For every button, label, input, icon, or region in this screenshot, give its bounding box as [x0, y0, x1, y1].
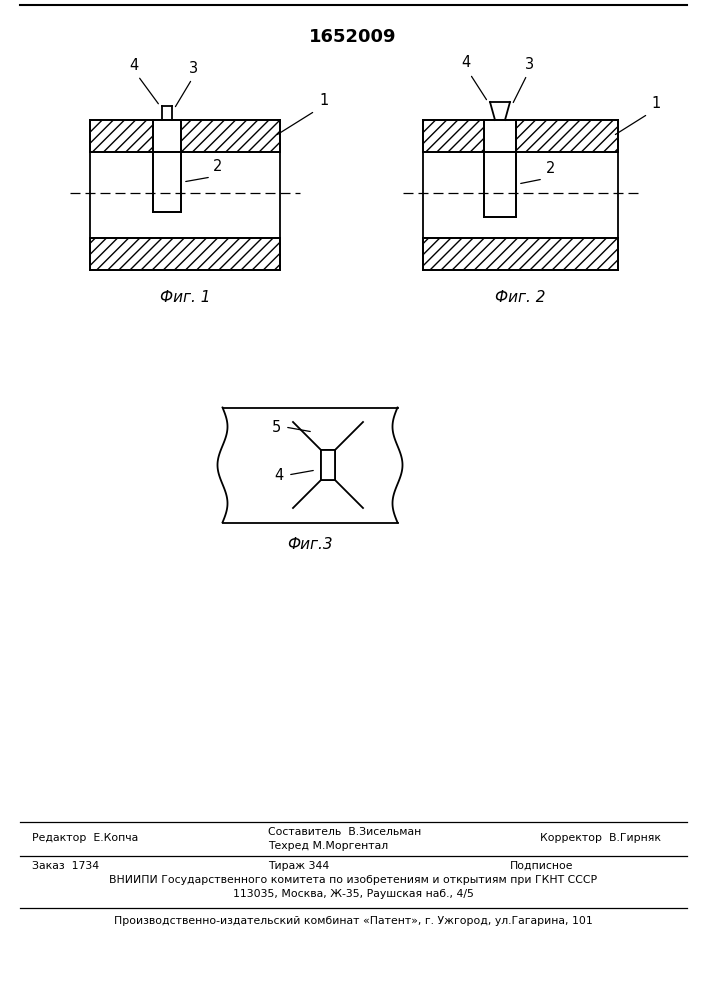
- Text: 4: 4: [129, 58, 139, 73]
- Bar: [423, 238, 618, 270]
- Text: Составитель  В.Зисельман: Составитель В.Зисельман: [268, 827, 421, 837]
- Bar: [153, 120, 181, 152]
- Text: ВНИИПИ Государственного комитета по изобретениям и открытиям при ГКНТ СССР: ВНИИПИ Государственного комитета по изоб…: [109, 875, 597, 885]
- Text: Фиг. 2: Фиг. 2: [495, 290, 545, 306]
- Text: 3: 3: [189, 61, 199, 76]
- Text: 4: 4: [462, 55, 471, 70]
- Text: 4: 4: [275, 468, 284, 483]
- Text: Заказ  1734: Заказ 1734: [32, 861, 99, 871]
- Bar: [484, 120, 516, 152]
- Text: 1: 1: [651, 96, 660, 111]
- Text: 2: 2: [213, 159, 223, 174]
- Bar: [153, 152, 181, 212]
- Text: Производственно-издательский комбинат «Патент», г. Ужгород, ул.Гагарина, 101: Производственно-издательский комбинат «П…: [114, 916, 592, 926]
- Text: 2: 2: [546, 161, 556, 176]
- Bar: [423, 120, 618, 152]
- Bar: [90, 120, 280, 152]
- Text: 1: 1: [319, 93, 328, 108]
- Text: 3: 3: [525, 57, 534, 72]
- Bar: [484, 152, 516, 217]
- Text: Тираж 344: Тираж 344: [268, 861, 329, 871]
- Text: 113035, Москва, Ж-35, Раушская наб., 4/5: 113035, Москва, Ж-35, Раушская наб., 4/5: [233, 889, 474, 899]
- Bar: [90, 238, 280, 270]
- Text: 1652009: 1652009: [309, 28, 397, 46]
- Text: Фиг.3: Фиг.3: [287, 537, 333, 552]
- Text: 5: 5: [271, 420, 281, 434]
- Bar: [321, 450, 335, 480]
- Text: Техред М.Моргентал: Техред М.Моргентал: [268, 841, 388, 851]
- Bar: [321, 450, 335, 480]
- Text: Фиг. 1: Фиг. 1: [160, 290, 210, 306]
- Text: Корректор  В.Гирняк: Корректор В.Гирняк: [540, 833, 661, 843]
- Text: Редактор  Е.Копча: Редактор Е.Копча: [32, 833, 139, 843]
- Text: Подписное: Подписное: [510, 861, 573, 871]
